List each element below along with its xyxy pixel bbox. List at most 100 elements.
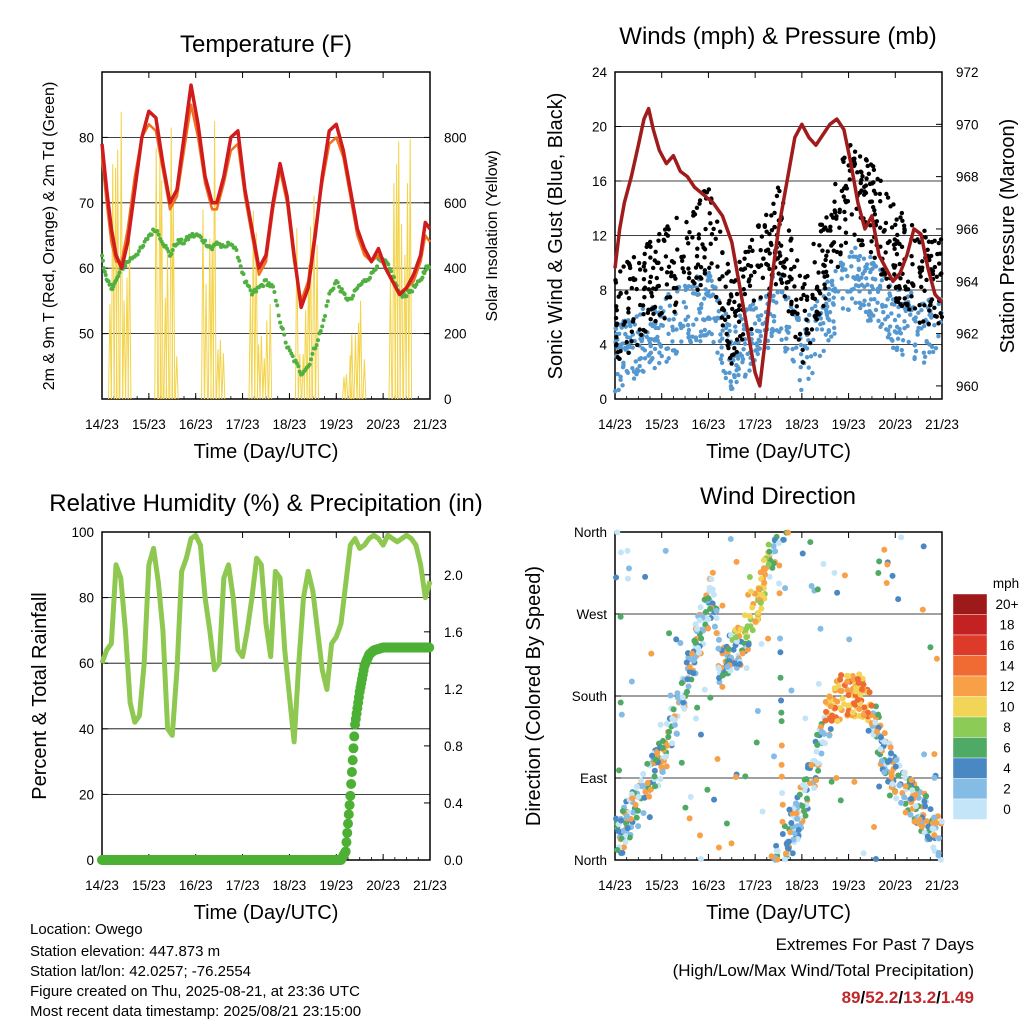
gust-point xyxy=(779,280,785,285)
wind-direction-point xyxy=(615,828,622,835)
wind-direction-point xyxy=(669,740,676,747)
solar-insolation-line xyxy=(165,252,170,400)
sonic-wind-point xyxy=(758,333,764,339)
gust-point xyxy=(834,249,840,255)
wind-direction-point xyxy=(644,779,651,786)
sonic-wind-point xyxy=(818,321,823,327)
wind-direction-point xyxy=(747,613,754,620)
sonic-wind-point xyxy=(637,312,643,317)
wind-direction-point xyxy=(927,644,934,651)
gust-point xyxy=(674,285,679,291)
legend-swatch xyxy=(952,778,988,800)
sonic-wind-point xyxy=(885,297,890,302)
sonic-wind-point xyxy=(630,365,635,371)
legend-swatch xyxy=(952,655,988,677)
wind-direction-point xyxy=(724,663,731,670)
gust-point xyxy=(618,269,623,274)
wind-direction-point xyxy=(682,804,689,811)
dewpoint-point xyxy=(106,279,111,284)
x-axis-title: Time (Day/UTC) xyxy=(194,441,339,463)
wind-direction-point xyxy=(814,760,821,767)
sonic-wind-point xyxy=(771,298,776,304)
dewpoint-point xyxy=(235,255,240,260)
wind-direction-point xyxy=(728,840,735,847)
gust-point xyxy=(630,319,636,324)
gust-point xyxy=(702,255,707,260)
wind-direction-point xyxy=(935,849,942,856)
gust-point xyxy=(778,260,783,266)
rainfall-point xyxy=(424,642,435,653)
sonic-wind-point xyxy=(877,283,883,288)
wind-direction-point xyxy=(838,672,845,679)
gust-point xyxy=(807,340,813,346)
gust-point xyxy=(881,271,886,276)
gust-point xyxy=(822,282,827,287)
wind-direction-point xyxy=(690,670,697,677)
wind-direction-point xyxy=(755,610,762,617)
dewpoint-point xyxy=(282,332,287,337)
gust-point xyxy=(842,209,847,215)
wind-direction-point xyxy=(635,793,642,800)
gust-point xyxy=(765,247,771,252)
wind-direction-point xyxy=(652,783,659,790)
wind-direction-point xyxy=(938,818,945,825)
wind-direction-point xyxy=(803,776,810,783)
gust-point xyxy=(816,270,821,275)
gust-point xyxy=(782,265,787,270)
gust-point xyxy=(696,236,702,241)
sonic-wind-point xyxy=(706,276,711,281)
solar-insolation-line xyxy=(308,226,313,400)
sonic-wind-point xyxy=(720,336,725,341)
wind-direction-point xyxy=(617,549,624,556)
wind-direction-point xyxy=(736,661,743,668)
wind-direction-point xyxy=(744,646,751,653)
sonic-wind-point xyxy=(915,329,920,334)
wind-direction-point xyxy=(753,739,760,746)
gust-point xyxy=(939,314,945,320)
wind-direction-point xyxy=(719,683,726,690)
sonic-wind-point xyxy=(634,314,639,319)
gust-point xyxy=(802,282,807,287)
gust-point xyxy=(847,177,852,182)
wind-direction-point xyxy=(745,641,752,648)
gust-point xyxy=(719,315,725,320)
gust-point xyxy=(924,277,929,283)
dewpoint-point xyxy=(261,284,266,289)
sonic-wind-point xyxy=(652,346,658,352)
gust-point xyxy=(938,272,943,277)
gust-point xyxy=(717,229,723,234)
solar-insolation-line xyxy=(171,201,176,400)
wind-direction-point xyxy=(702,608,709,615)
wind-direction-point xyxy=(898,534,905,541)
gust-point xyxy=(729,306,735,312)
sonic-wind-point xyxy=(819,327,825,332)
gust-point xyxy=(864,176,869,181)
gust-point xyxy=(902,228,907,233)
gust-point xyxy=(905,279,911,284)
sonic-wind-point xyxy=(913,348,919,354)
gust-point xyxy=(642,294,647,300)
wind-direction-point xyxy=(827,703,834,710)
wind-direction-point xyxy=(788,820,795,827)
gust-point xyxy=(694,205,700,210)
dewpoint-point xyxy=(324,303,329,308)
dewpoint-point xyxy=(271,284,276,289)
dewpoint-point xyxy=(339,287,344,292)
y2-tick-label: 960 xyxy=(956,379,979,394)
wind-direction-point xyxy=(783,850,790,857)
gust-point xyxy=(750,248,755,253)
wind-direction-point xyxy=(749,627,756,634)
sonic-wind-point xyxy=(862,298,867,303)
gust-point xyxy=(686,275,692,281)
sonic-wind-point xyxy=(681,300,687,305)
wind-direction-point xyxy=(858,686,865,693)
wind-direction-point xyxy=(765,561,772,568)
gust-point xyxy=(646,307,651,312)
sonic-wind-point xyxy=(905,294,911,299)
sonic-wind-point xyxy=(908,312,913,317)
sonic-wind-point xyxy=(699,302,704,307)
gust-point xyxy=(664,270,670,275)
sonic-wind-point xyxy=(771,293,776,298)
rainfall-point xyxy=(346,778,357,789)
solar-insolation-line xyxy=(207,238,212,400)
